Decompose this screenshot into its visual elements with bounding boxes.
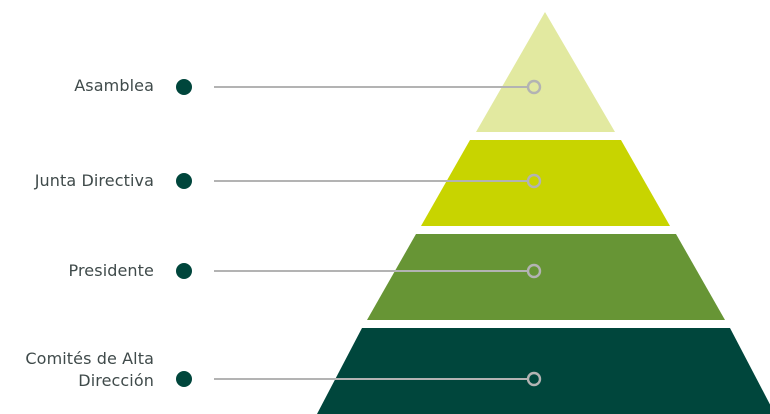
level-label-text-line-1: Comités de Alta xyxy=(25,349,154,368)
pyramid-tier-junta-directiva xyxy=(421,140,670,226)
pyramid-tier-comites xyxy=(317,328,770,414)
connector-ring-presidente xyxy=(526,263,542,279)
pyramid-tier-asamblea xyxy=(476,12,615,132)
connector-ring-asamblea xyxy=(526,79,542,95)
level-label-junta-directiva: Junta Directiva xyxy=(35,170,154,192)
level-label-text: Junta Directiva xyxy=(34,171,154,190)
connector-ring-junta-directiva xyxy=(526,173,542,189)
bullet-dot-junta-directiva xyxy=(176,173,192,189)
connector-ring-comites xyxy=(526,371,542,387)
level-label-comites-de-alta-direccion: Comités de Alta Dirección xyxy=(25,348,154,392)
bullet-dot-presidente xyxy=(176,263,192,279)
bullet-dot-comites xyxy=(176,371,192,387)
pyramid-tier-presidente xyxy=(367,234,725,320)
bullet-dot-asamblea xyxy=(176,79,192,95)
level-label-asamblea: Asamblea xyxy=(74,75,154,97)
level-label-text: Asamblea xyxy=(74,76,154,95)
level-label-presidente: Presidente xyxy=(69,260,154,282)
level-label-text: Presidente xyxy=(68,261,154,280)
level-label-text-line-2: Dirección xyxy=(78,371,154,390)
